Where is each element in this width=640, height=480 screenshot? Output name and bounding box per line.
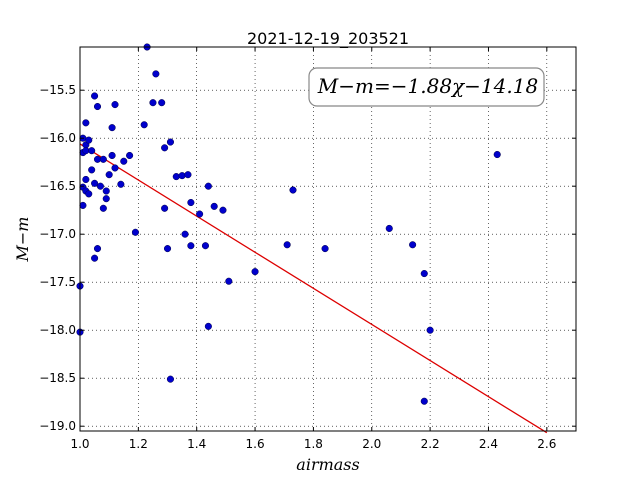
y-tick-label: −18.5 [39, 371, 76, 385]
data-point [152, 70, 160, 78]
x-tick-label: 1.6 [246, 437, 265, 451]
y-tick-label: −16.0 [39, 131, 76, 145]
x-tick-label: 1.8 [304, 437, 323, 451]
data-point [210, 202, 218, 210]
x-tick-label: 1.0 [70, 437, 89, 451]
data-point [111, 101, 119, 109]
data-point [493, 150, 501, 159]
data-point [149, 99, 157, 107]
data-point [102, 195, 110, 203]
data-point [99, 155, 107, 163]
fit-equation-box: M−m=−1.88χ−14.18 [308, 67, 545, 107]
data-point [126, 151, 134, 160]
data-point [219, 206, 227, 214]
data-points [76, 43, 501, 405]
data-point [85, 136, 93, 144]
data-point [91, 92, 99, 100]
y-tick-label: −15.5 [39, 83, 76, 97]
data-point [196, 210, 204, 218]
data-point [187, 242, 195, 250]
data-point [204, 322, 212, 330]
data-point [120, 157, 128, 165]
y-axis-label: M−m [13, 217, 32, 263]
data-point [181, 230, 189, 238]
x-axis-label: airmass [296, 455, 359, 474]
data-point [420, 270, 428, 278]
data-point [166, 138, 174, 146]
y-tick-label: −19.0 [39, 419, 76, 433]
x-tick-label: 1.2 [129, 437, 148, 451]
data-point [225, 277, 233, 285]
data-point [161, 144, 169, 152]
data-point [251, 268, 259, 276]
data-point [289, 186, 297, 194]
data-point [99, 204, 107, 212]
axis-ticks: 1.0 1.2 1.4 1.6 1.8 2.0 2.2 2.4 2.6 −15.5 −16.0 −16… [39, 47, 576, 451]
data-point [204, 182, 212, 190]
data-point [184, 171, 192, 179]
data-point [172, 173, 180, 181]
data-point [426, 326, 434, 334]
x-tick-label: 2.2 [421, 437, 440, 451]
data-point [178, 172, 186, 180]
data-point [131, 228, 139, 236]
data-point [79, 201, 87, 209]
x-tick-label: 2.4 [479, 437, 498, 451]
data-point [88, 147, 96, 155]
data-point [161, 204, 169, 212]
x-tick-label: 2.6 [537, 437, 556, 451]
data-point [283, 241, 291, 249]
data-point [93, 102, 102, 111]
x-tick-label: 1.4 [187, 437, 206, 451]
plot-frame [79, 46, 577, 432]
data-point [108, 124, 116, 132]
fit-line-layer [79, 143, 548, 434]
data-point [321, 245, 329, 253]
data-point [85, 190, 93, 198]
data-point [111, 164, 119, 172]
data-point [96, 182, 104, 190]
data-point [166, 375, 174, 383]
data-point [163, 245, 172, 253]
y-tick-label: −17.5 [39, 275, 76, 289]
data-point [91, 254, 99, 262]
fit-equation: M−m=−1.88χ−14.18 [317, 74, 538, 98]
data-point [201, 242, 210, 250]
data-point [91, 179, 99, 187]
data-point [108, 151, 116, 160]
y-tick-label: −17.0 [39, 227, 76, 241]
data-point [93, 245, 102, 253]
y-tick-label: −16.5 [39, 179, 76, 193]
data-point [409, 241, 417, 249]
data-point [158, 99, 166, 107]
data-point [187, 198, 195, 207]
fit-line [79, 143, 548, 434]
data-point [105, 171, 113, 179]
chart-title: 2021-12-19_203521 [247, 29, 409, 49]
data-point [385, 224, 393, 232]
y-tick-label: −18.0 [39, 323, 76, 337]
x-tick-label: 2.0 [362, 437, 381, 451]
data-point [420, 397, 428, 405]
data-point [140, 121, 148, 129]
data-point [88, 166, 96, 174]
equation-box-border [308, 67, 545, 107]
data-point [117, 180, 125, 188]
data-point [82, 175, 90, 184]
data-point [102, 187, 110, 195]
data-point [82, 119, 90, 127]
